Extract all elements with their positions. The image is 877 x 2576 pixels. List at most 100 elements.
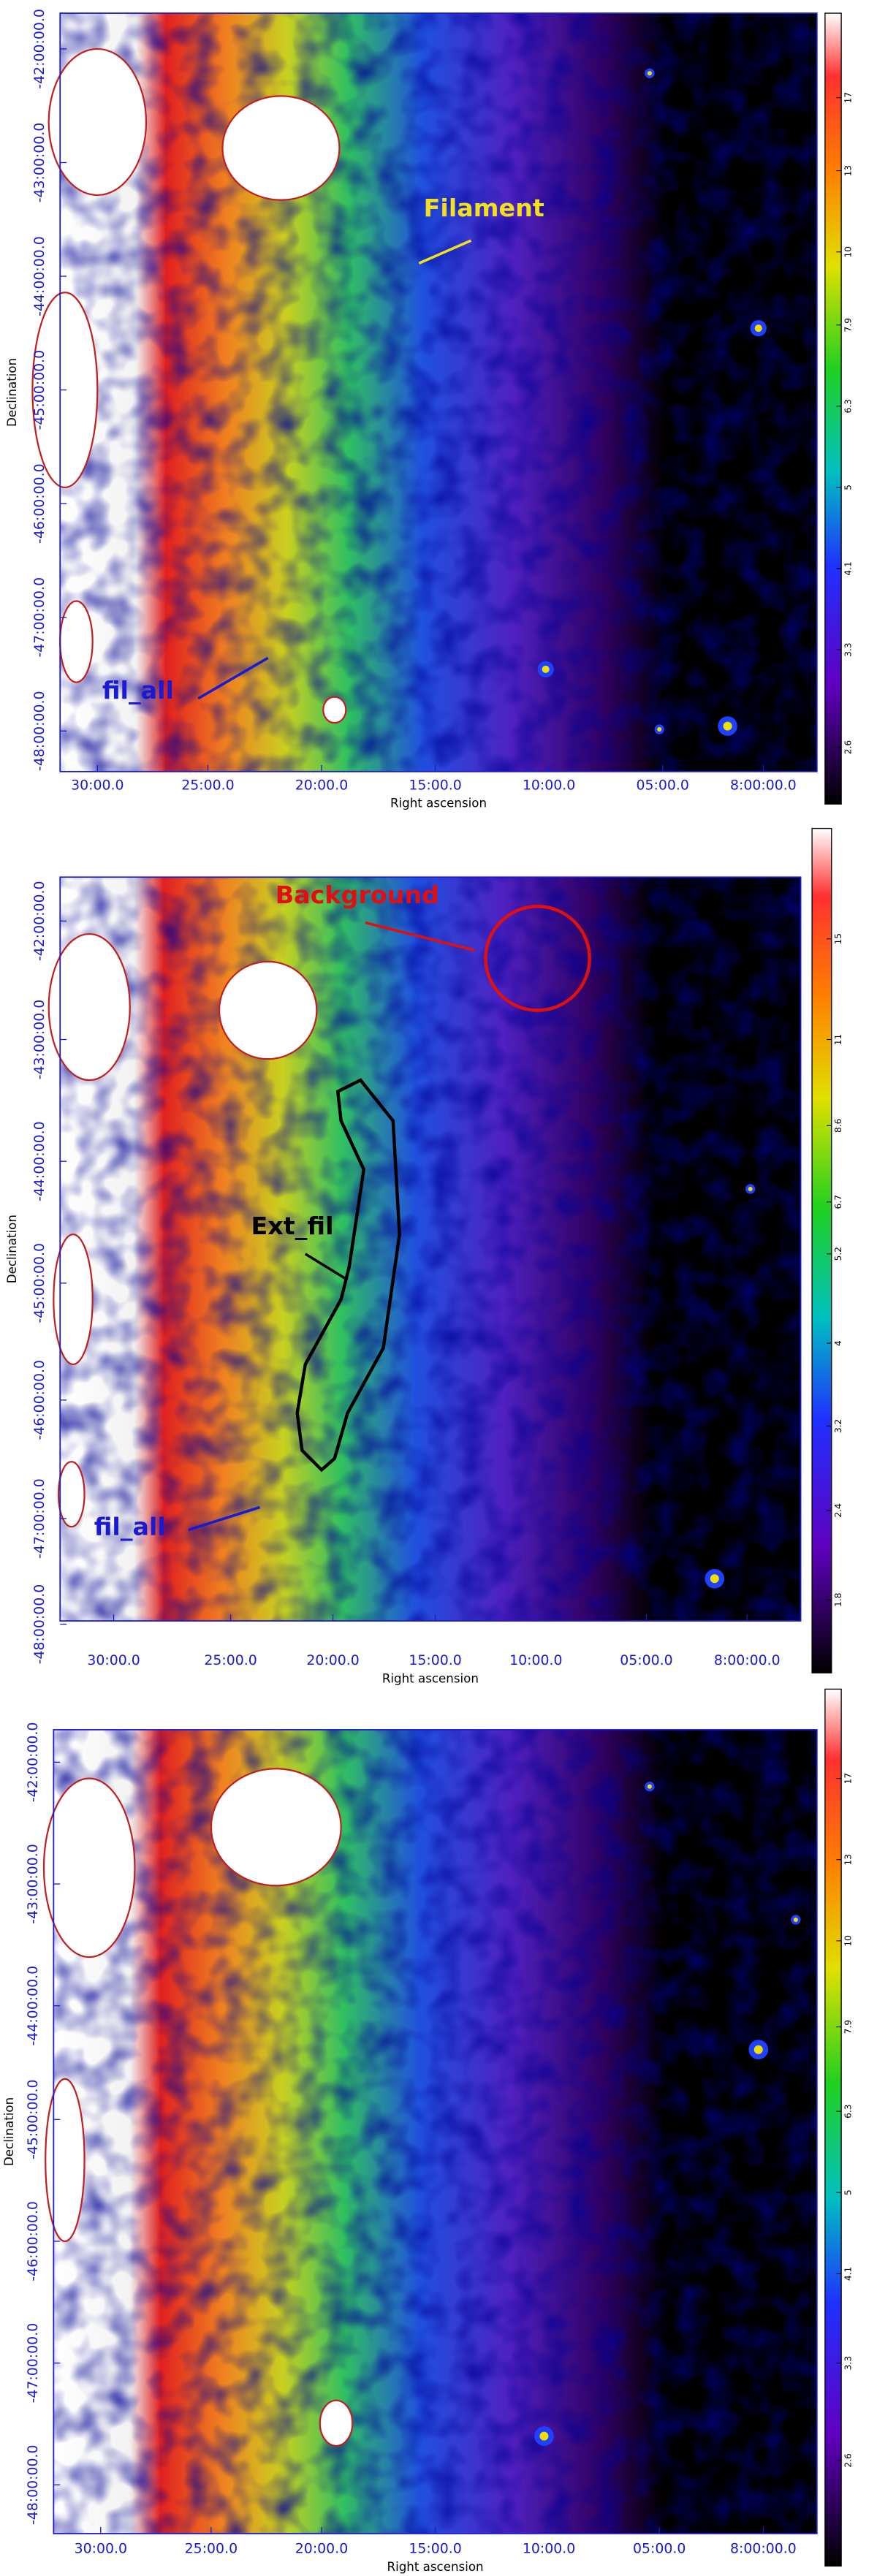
colorbar-label: 6.3 bbox=[843, 2104, 853, 2118]
saturated-region bbox=[53, 1234, 94, 1366]
y-tick-label: -44:00:00.0 bbox=[25, 1966, 41, 2046]
saturated-region bbox=[322, 696, 347, 724]
saturated-region bbox=[59, 600, 94, 683]
x-tick-label: 10:00.0 bbox=[523, 2541, 575, 2557]
source-core bbox=[647, 1784, 652, 1789]
x-tick-label: 15:00.0 bbox=[409, 1652, 461, 1668]
y-tick-label: -48:00:00.0 bbox=[31, 691, 48, 771]
source-core bbox=[754, 324, 762, 333]
y-tick-label: -43:00:00.0 bbox=[25, 1844, 41, 1924]
colorbar-label: 4 bbox=[833, 1340, 843, 1346]
y-axis-label: Declination bbox=[5, 358, 19, 427]
x-tick-label: 8:00:00.0 bbox=[714, 1652, 781, 1668]
colorbar-label: 17 bbox=[843, 1773, 853, 1785]
y-tick-label: -45:00:00.0 bbox=[31, 350, 48, 430]
x-tick-label: 10:00.0 bbox=[523, 777, 575, 793]
colorbar-label: 7.9 bbox=[843, 318, 853, 332]
background-region bbox=[484, 905, 591, 1012]
y-tick-label: -45:00:00.0 bbox=[31, 1243, 48, 1323]
annotation-arrow bbox=[188, 1505, 261, 1532]
x-tick-label: 05:00.0 bbox=[633, 2541, 686, 2557]
annotation-arrow bbox=[365, 921, 475, 952]
annotation: Background bbox=[276, 881, 439, 909]
x-tick-label: 05:00.0 bbox=[620, 1652, 672, 1668]
saturated-region bbox=[221, 95, 341, 201]
y-tick-label: -47:00:00.0 bbox=[31, 577, 48, 658]
x-tick-label: 8:00:00.0 bbox=[730, 2541, 797, 2557]
x-tick-label: 05:00.0 bbox=[636, 777, 688, 793]
saturated-region bbox=[218, 960, 318, 1060]
colorbar bbox=[824, 1688, 842, 2567]
x-tick-label: 30:00.0 bbox=[75, 2541, 127, 2557]
colorbar-label: 15 bbox=[833, 933, 843, 945]
colorbar-label: 2.6 bbox=[843, 740, 853, 754]
colorbar-label: 3.3 bbox=[843, 642, 853, 656]
x-tick-label: 20:00.0 bbox=[295, 2541, 348, 2557]
colorbar-label: 17 bbox=[843, 92, 853, 104]
colorbar-label: 8.6 bbox=[833, 1119, 843, 1133]
y-tick-label: -42:00:00.0 bbox=[31, 9, 48, 89]
y-tick-label: -42:00:00.0 bbox=[31, 881, 48, 961]
texture bbox=[60, 13, 817, 772]
colorbar bbox=[824, 12, 842, 805]
x-tick-label: 15:00.0 bbox=[409, 2541, 461, 2557]
texture bbox=[53, 1729, 817, 2534]
saturated-region bbox=[319, 2399, 354, 2447]
colorbar-label: 3.3 bbox=[843, 2356, 853, 2370]
saturated-region bbox=[48, 932, 131, 1082]
saturated-region bbox=[210, 1768, 342, 1887]
colorbar-label: 5.2 bbox=[833, 1247, 843, 1261]
annotation: fil_all bbox=[102, 676, 174, 704]
colorbar-label: 6.3 bbox=[843, 399, 853, 413]
y-axis-label: Declination bbox=[5, 1215, 19, 1283]
colorbar-label: 13 bbox=[843, 1854, 853, 1866]
source-core bbox=[723, 721, 732, 731]
colorbar-label: 11 bbox=[833, 1034, 843, 1046]
y-tick-label: -48:00:00.0 bbox=[31, 1584, 48, 1665]
colorbar bbox=[811, 827, 832, 1673]
y-tick-label: -46:00:00.0 bbox=[31, 1360, 48, 1440]
y-tick-label: -43:00:00.0 bbox=[31, 123, 48, 203]
x-axis-label: Right ascension bbox=[387, 2560, 484, 2574]
colorbar-label: 10 bbox=[843, 246, 853, 258]
y-tick-label: -48:00:00.0 bbox=[25, 2444, 41, 2525]
x-axis-label: Right ascension bbox=[390, 797, 487, 810]
saturated-region bbox=[42, 1777, 136, 1958]
x-tick-label: 8:00:00.0 bbox=[730, 777, 797, 793]
source-core bbox=[539, 2431, 549, 2441]
ext-fil-region bbox=[295, 1078, 401, 1473]
x-axis-label: Right ascension bbox=[382, 1672, 479, 1686]
saturated-region bbox=[48, 48, 148, 197]
source-core bbox=[542, 665, 550, 673]
annotation: fil_all bbox=[94, 1512, 166, 1540]
image-frame bbox=[59, 876, 802, 1622]
source-core bbox=[793, 1917, 798, 1922]
colorbar-label: 2.4 bbox=[833, 1503, 843, 1518]
y-tick-label: -43:00:00.0 bbox=[31, 1000, 48, 1080]
x-tick-label: 10:00.0 bbox=[509, 1652, 562, 1668]
annotation: Filament bbox=[424, 194, 544, 222]
colorbar-label: 6.7 bbox=[833, 1195, 843, 1209]
colorbar-label: 2.6 bbox=[843, 2453, 853, 2467]
colorbar-label: 1.8 bbox=[833, 1592, 843, 1606]
source-core bbox=[657, 727, 662, 732]
source-core bbox=[748, 1186, 753, 1191]
colorbar-label: 5 bbox=[843, 2189, 853, 2195]
y-tick-label: -44:00:00.0 bbox=[31, 1121, 48, 1201]
x-tick-label: 25:00.0 bbox=[185, 2541, 238, 2557]
source-core bbox=[647, 71, 652, 76]
y-tick-label: -42:00:00.0 bbox=[25, 1722, 41, 1803]
x-tick-label: 20:00.0 bbox=[295, 777, 348, 793]
x-tick-label: 25:00.0 bbox=[204, 1652, 257, 1668]
annotation: Ext_fil bbox=[251, 1212, 334, 1240]
x-tick-label: 30:00.0 bbox=[71, 777, 124, 793]
colorbar-label: 7.9 bbox=[843, 2020, 853, 2034]
texture bbox=[60, 877, 801, 1622]
source-core bbox=[753, 2045, 763, 2054]
saturated-region bbox=[45, 2078, 86, 2243]
colorbar-label: 3.2 bbox=[833, 1419, 843, 1433]
y-tick-label: -46:00:00.0 bbox=[31, 463, 48, 544]
colorbar-label: 10 bbox=[843, 1935, 853, 1947]
y-tick-label: -44:00:00.0 bbox=[31, 236, 48, 316]
